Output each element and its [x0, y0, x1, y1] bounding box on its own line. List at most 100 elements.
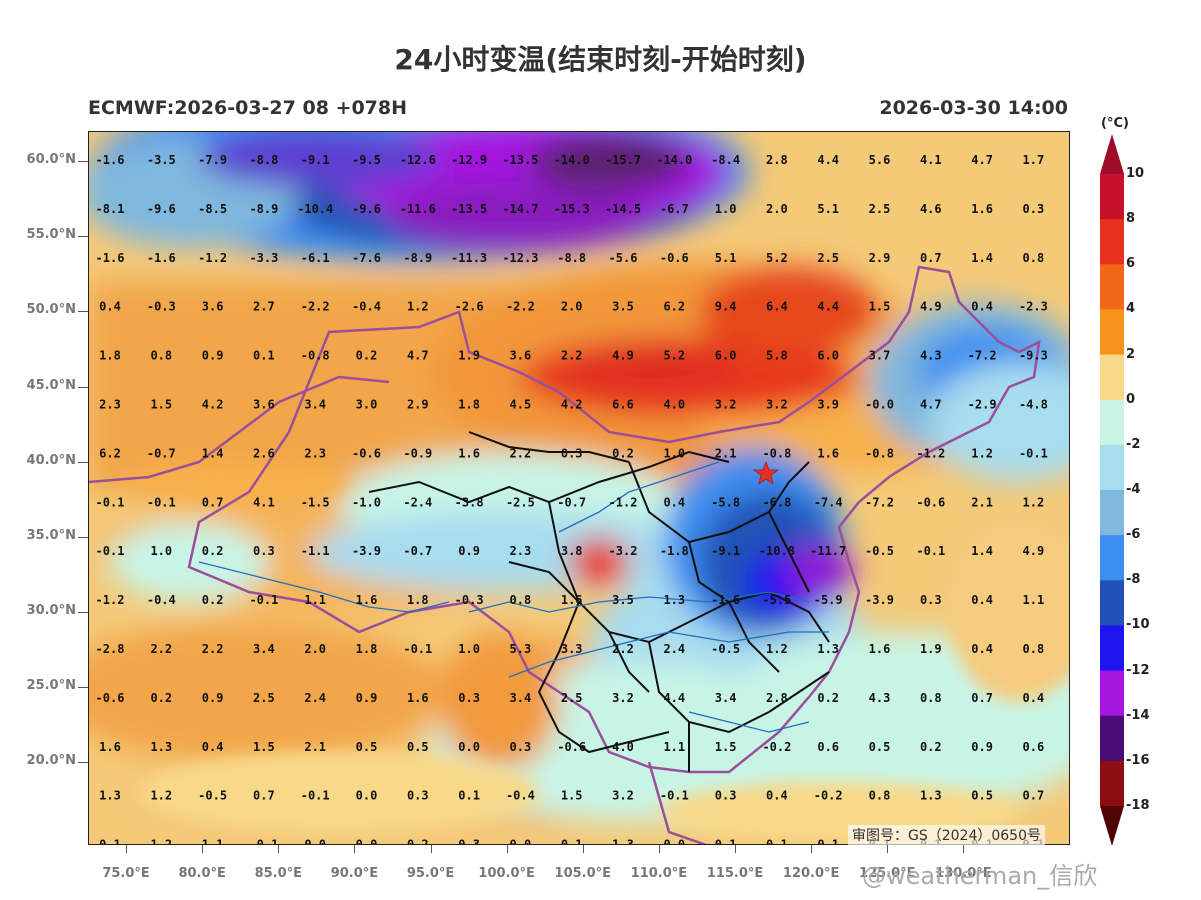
grid-value: 0.8 [869, 789, 891, 803]
longitude-tick-label: 120.0°E [782, 866, 840, 881]
grid-value: 0.3 [458, 838, 480, 845]
grid-value: 0.2 [150, 691, 172, 705]
grid-value: -2.4 [403, 495, 432, 509]
grid-value: 1.3 [663, 593, 685, 607]
longitude-tick [735, 845, 737, 853]
grid-value: 0.7 [971, 691, 993, 705]
grid-value: 0.4 [99, 300, 121, 314]
grid-value: -0.8 [762, 446, 791, 460]
longitude-tick [202, 845, 204, 853]
grid-value: -11.3 [451, 251, 487, 265]
grid-value: 1.2 [971, 446, 993, 460]
grid-value: -0.1 [147, 495, 176, 509]
temperature-change-map[interactable]: -1.6 -3.5 -7.9 -8.8 -9.1 -9.5 -12.6 -12.9 -13.5 -… [88, 131, 1070, 845]
longitude-tick-label: 125.0°E [859, 866, 916, 881]
grid-value: 0.3 [920, 593, 942, 607]
grid-value: 0.3 [715, 789, 737, 803]
grid-value: 2.5 [561, 691, 583, 705]
grid-value: -7.2 [968, 349, 997, 363]
grid-value: 4.9 [612, 349, 634, 363]
grid-value: 4.0 [612, 740, 634, 754]
grid-value: 1.3 [817, 642, 839, 656]
grid-value: -0.4 [506, 789, 535, 803]
grid-value: 1.6 [971, 202, 993, 216]
grid-value: -9.3 [1019, 349, 1048, 363]
grid-value: -3.9 [865, 593, 894, 607]
grid-value: -8.1 [96, 202, 125, 216]
grid-value: -1.2 [609, 495, 638, 509]
longitude-tick-label: 100.0°E [478, 866, 535, 881]
colorbar [1100, 134, 1124, 846]
grid-value: -8.5 [198, 202, 227, 216]
grid-value: 1.0 [458, 642, 480, 656]
grid-value: -0.2 [762, 740, 791, 754]
grid-value: -14.7 [502, 202, 538, 216]
grid-value: 1.2 [1023, 495, 1045, 509]
grid-value: 4.7 [407, 349, 429, 363]
grid-value: -6.8 [762, 495, 791, 509]
grid-value: 2.4 [663, 642, 685, 656]
longitude-tick [354, 845, 356, 853]
latitude-tick-label: 55.0°N [26, 227, 76, 243]
grid-value: -0.1 [249, 593, 278, 607]
grid-value: -1.5 [301, 495, 330, 509]
latitude-tick [78, 762, 88, 764]
grid-value: -8.9 [249, 202, 278, 216]
grid-value: 2.7 [253, 300, 275, 314]
grid-value: -0.7 [557, 495, 586, 509]
grid-value: 2.5 [869, 202, 891, 216]
grid-value: -1.6 [147, 251, 176, 265]
grid-value: 0.8 [920, 691, 942, 705]
grid-value: 0.0 [356, 838, 378, 845]
grid-value: 1.3 [612, 838, 634, 845]
grid-value: -10.8 [759, 544, 795, 558]
colorbar-label: 10 [1126, 166, 1145, 181]
latitude-tick [78, 536, 88, 538]
grid-value: 1.1 [304, 593, 326, 607]
grid-value: -9.5 [352, 153, 381, 167]
grid-value: -12.6 [400, 153, 436, 167]
grid-value: -0.4 [352, 300, 381, 314]
grid-value: 5.1 [817, 202, 839, 216]
grid-value: 4.4 [817, 300, 839, 314]
grid-value: 1.7 [1023, 153, 1045, 167]
grid-value: 0.8 [1023, 642, 1045, 656]
grid-value: 1.5 [869, 300, 891, 314]
grid-value: 6.4 [766, 300, 788, 314]
grid-value: 2.2 [202, 642, 224, 656]
grid-value: 0.9 [356, 691, 378, 705]
grid-value: -7.6 [352, 251, 381, 265]
grid-value: 3.0 [356, 398, 378, 412]
grid-value: 0.3 [561, 446, 583, 460]
grid-value: 1.0 [150, 544, 172, 558]
grid-value: -0.1 [1019, 446, 1048, 460]
grid-value: 0.4 [663, 495, 685, 509]
latitude-tick-label: 50.0°N [26, 302, 76, 318]
grid-value: 2.2 [150, 642, 172, 656]
grid-value: 2.0 [561, 300, 583, 314]
latitude-tick-label: 60.0°N [26, 152, 76, 168]
grid-value: -1.6 [96, 251, 125, 265]
grid-value: -2.8 [96, 642, 125, 656]
colorbar-label: 0 [1126, 391, 1136, 407]
grid-value: -1.2 [916, 446, 945, 460]
grid-value: 1.4 [971, 251, 993, 265]
grid-value: 1.6 [869, 642, 891, 656]
grid-value: 0.5 [971, 789, 993, 803]
colorbar-label: -8 [1126, 572, 1141, 588]
grid-value: -0.1 [96, 495, 125, 509]
colorbar-label: -4 [1126, 482, 1141, 497]
grid-value: -1.6 [96, 153, 125, 167]
grid-value: 0.4 [971, 642, 993, 656]
watermark: @weatherman_信欣 [862, 862, 1098, 890]
grid-value: -0.9 [403, 446, 432, 460]
grid-value: 4.4 [663, 691, 685, 705]
grid-value: 1.8 [407, 593, 429, 607]
longitude-tick-label: 95.0°E [406, 866, 455, 881]
grid-value: -12.9 [451, 153, 487, 167]
grid-value: 4.5 [510, 398, 532, 412]
latitude-tick-label: 20.0°N [26, 753, 76, 769]
grid-value: 0.3 [1023, 202, 1045, 216]
grid-value: -13.5 [451, 202, 487, 216]
grid-value: 2.2 [510, 446, 532, 460]
